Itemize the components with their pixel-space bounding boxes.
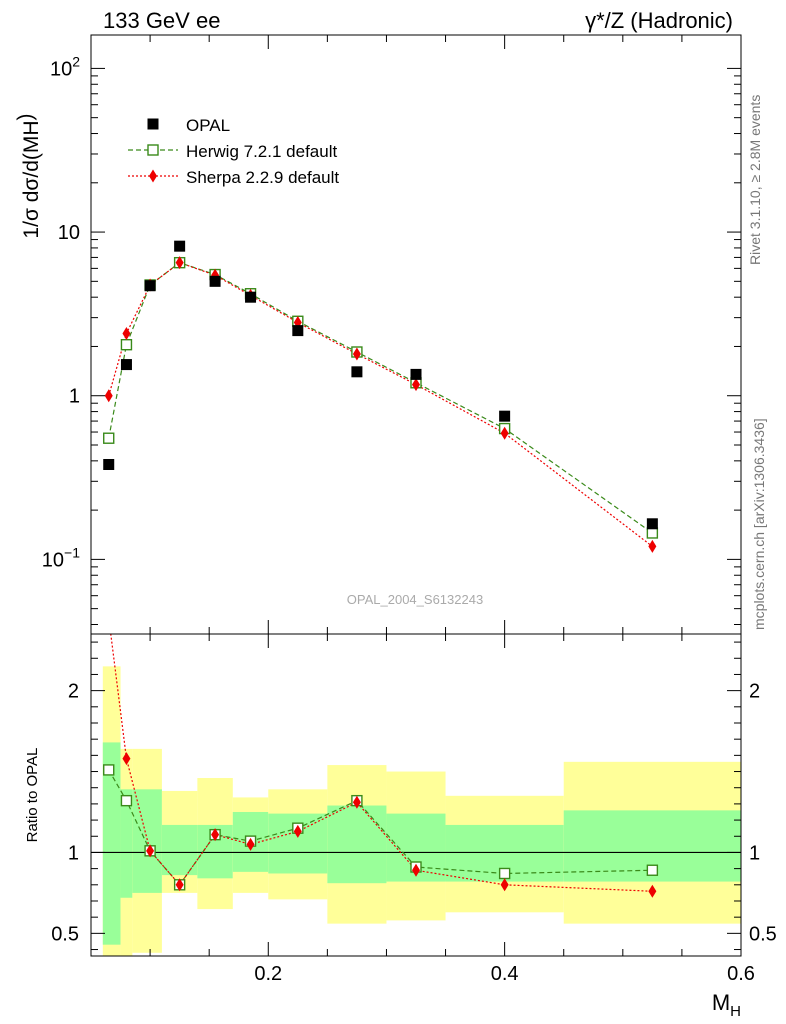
header-process: γ*/Z (Hadronic) bbox=[585, 8, 733, 33]
legend-herwig-marker bbox=[147, 144, 159, 156]
opal-point bbox=[174, 240, 186, 252]
legend: OPAL Herwig 7.2.1 default Sherpa 2.2.9 def… bbox=[128, 116, 339, 187]
sherpa-point bbox=[122, 326, 131, 340]
legend-opal-marker bbox=[147, 118, 159, 130]
opal-point bbox=[144, 280, 156, 292]
ratio-herwig-point bbox=[103, 764, 115, 776]
ratio-sherpa-point bbox=[500, 878, 509, 892]
legend-opal-label: OPAL bbox=[186, 116, 230, 135]
y-tick-label: 102 bbox=[50, 53, 80, 80]
ratio-sherpa-point bbox=[122, 752, 131, 766]
legend-sherpa-marker bbox=[149, 169, 157, 183]
opal-point bbox=[209, 275, 221, 287]
error-band-inner bbox=[161, 824, 198, 876]
opal-point bbox=[292, 325, 304, 337]
error-band-inner bbox=[102, 742, 121, 945]
ratio-sherpa-point bbox=[146, 844, 155, 858]
ratio-herwig-point bbox=[646, 864, 659, 876]
ratio-sherpa-point bbox=[412, 863, 420, 877]
sherpa-point bbox=[104, 389, 113, 403]
herwig-line bbox=[108, 262, 653, 534]
herwig-point bbox=[103, 432, 115, 444]
x-tick-label: 0.4 bbox=[491, 963, 519, 985]
ratio-y-tick-label: 0.5 bbox=[51, 923, 79, 945]
x-tick-label: 0.2 bbox=[254, 963, 282, 985]
ratio-sherpa-point bbox=[293, 824, 302, 838]
herwig-point bbox=[646, 527, 659, 539]
ratio-herwig-point bbox=[120, 794, 133, 807]
x-tick-label: 0.6 bbox=[727, 963, 755, 985]
herwig-point bbox=[120, 339, 133, 351]
error-band-inner bbox=[120, 789, 133, 898]
legend-sherpa-label: Sherpa 2.2.9 default bbox=[186, 168, 339, 187]
ratio-y-axis-label: Ratio to OPAL bbox=[24, 748, 41, 843]
ratio-y-tick-label: 1 bbox=[68, 842, 79, 864]
ratio-sherpa-point bbox=[175, 878, 184, 892]
ratio-sherpa-point bbox=[352, 795, 361, 809]
opal-point bbox=[646, 518, 658, 530]
ratio-herwig-point bbox=[498, 867, 511, 880]
ratio-y-tick-label-right: 2 bbox=[749, 681, 760, 703]
opal-point bbox=[103, 458, 115, 470]
main-panel: 10−1 1 10 102 OPAL_2004_S6132243 1/σ dσ/d(M… bbox=[14, 34, 742, 635]
y-tick-label: 1 bbox=[69, 386, 80, 408]
opal-point bbox=[351, 366, 363, 378]
mcplots-label: mcplots.cern.ch [arXiv:1306.3436] bbox=[751, 418, 767, 630]
ratio-y-tick-label: 2 bbox=[68, 681, 79, 703]
opal-point bbox=[499, 410, 511, 422]
sherpa-point bbox=[648, 539, 657, 553]
ratio-sherpa-point bbox=[648, 884, 657, 898]
opal-point bbox=[410, 368, 422, 380]
sherpa-line bbox=[108, 262, 653, 547]
y-tick-label: 10−1 bbox=[42, 544, 80, 571]
ratio-y-tick-label-right: 0.5 bbox=[749, 923, 777, 945]
header-energy: 133 GeV ee bbox=[103, 8, 220, 33]
rivet-label: Rivet 3.1.10, ≥ 2.8M events bbox=[747, 95, 763, 265]
opal-point bbox=[245, 291, 257, 303]
ratio-frame bbox=[90, 633, 742, 957]
ratio-sherpa-point bbox=[246, 837, 255, 851]
ratio-sherpa-point bbox=[105, 611, 113, 624]
sherpa-point bbox=[352, 347, 361, 361]
sherpa-point bbox=[175, 256, 184, 270]
ratio-sherpa-point bbox=[211, 828, 220, 842]
x-axis-label: MH bbox=[712, 990, 741, 1020]
ratio-y-tick-label-right: 1 bbox=[749, 842, 760, 864]
sherpa-point bbox=[412, 378, 420, 392]
error-band-inner bbox=[327, 805, 387, 884]
sherpa-point bbox=[500, 426, 509, 440]
main-y-axis-label: 1/σ dσ/d(MH) bbox=[14, 113, 43, 238]
error-band-inner bbox=[132, 789, 162, 893]
y-tick-label: 10 bbox=[58, 222, 80, 244]
ratio-panel: 0.5 0.5 1 1 2 2 0.2 0.4 0.6 Ratio to OPAL MH bbox=[24, 611, 777, 1020]
legend-herwig-label: Herwig 7.2.1 default bbox=[186, 142, 337, 161]
analysis-watermark: OPAL_2004_S6132243 bbox=[347, 592, 483, 607]
opal-point bbox=[120, 359, 132, 371]
